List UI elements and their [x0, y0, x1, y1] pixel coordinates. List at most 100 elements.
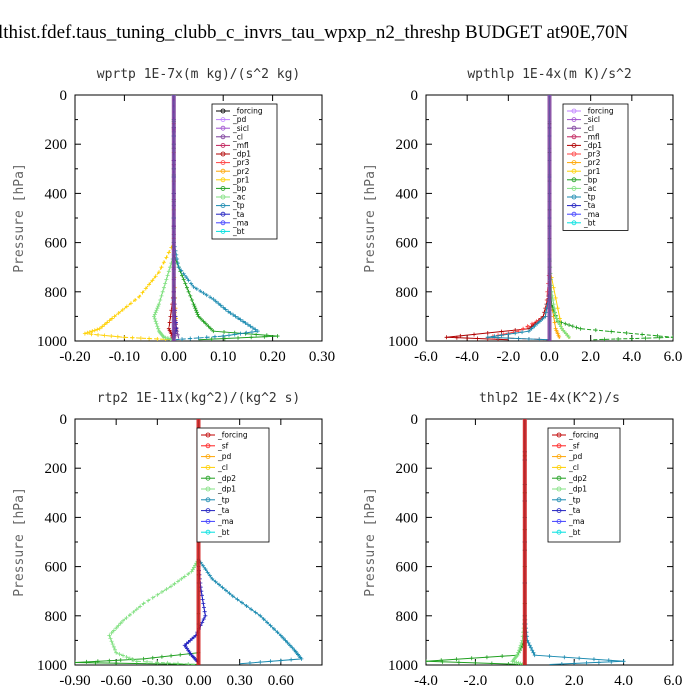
series-marker [153, 319, 158, 324]
series-marker [218, 303, 223, 308]
series-marker [211, 297, 216, 302]
series-marker [155, 660, 160, 665]
legend-label: _forcing [232, 107, 263, 116]
series-marker [205, 570, 210, 575]
series-marker [128, 301, 133, 306]
series-marker [496, 335, 501, 340]
series-marker [526, 640, 531, 645]
legend-marker [205, 475, 211, 481]
series-marker [189, 298, 194, 302]
legend: _forcing_pd_sicl_cl_mfl_dp1_pr3_pr2_pr1_… [211, 103, 278, 240]
series-marker [567, 323, 572, 328]
series-marker [165, 660, 170, 665]
series-marker [555, 318, 560, 323]
series-marker [253, 327, 258, 332]
series-marker [131, 610, 136, 615]
series-marker [134, 659, 139, 664]
series-marker [210, 576, 215, 581]
series-marker [555, 306, 560, 311]
series-marker [534, 319, 539, 324]
panel-title: wprtp 1E-7x(m kg)/(s^2 kg) [97, 67, 301, 82]
series-marker [456, 660, 461, 665]
legend: _forcing_sf _pd _cl _dp2 _dp1_tp _ta _ma _bt [547, 427, 621, 543]
series-marker [591, 657, 596, 662]
series-marker [133, 298, 138, 302]
series-marker [235, 597, 240, 602]
series-marker [529, 326, 534, 331]
series-marker [201, 563, 206, 568]
series-marker [122, 335, 127, 340]
series-marker [473, 660, 478, 665]
series-marker [189, 569, 194, 574]
series-marker [159, 265, 164, 270]
series-marker [110, 642, 115, 647]
series-marker [258, 613, 263, 618]
series-marker [236, 316, 241, 321]
series-marker [153, 310, 158, 315]
series-marker [221, 305, 226, 310]
series-marker [525, 324, 530, 329]
series-marker [176, 265, 181, 270]
y-tick-label: 600 [396, 236, 419, 252]
x-tick-label: -0.30 [142, 673, 173, 689]
legend-marker [220, 220, 226, 226]
series-marker [194, 310, 199, 315]
series-marker [89, 332, 94, 337]
series-marker [156, 270, 161, 275]
series-marker [113, 647, 118, 652]
series-marker [147, 282, 152, 287]
series-marker [566, 334, 571, 339]
series-marker [175, 261, 180, 266]
series-marker [198, 316, 203, 321]
series-marker [243, 320, 248, 325]
series-marker [117, 652, 122, 657]
series-group [444, 95, 673, 341]
legend-marker [556, 464, 562, 470]
series-marker [186, 571, 191, 576]
series-marker [194, 308, 199, 313]
series-marker [554, 316, 559, 321]
series-marker [518, 661, 523, 665]
legend-label: _pr1 [583, 167, 601, 176]
series-marker [255, 329, 260, 334]
legend-marker [556, 454, 562, 460]
series-marker [516, 336, 521, 341]
series-marker [208, 326, 213, 331]
y-tick-label: 800 [396, 609, 419, 625]
series-marker [543, 314, 548, 319]
legend-marker [571, 134, 577, 140]
legend-marker [205, 443, 211, 449]
series-marker [164, 587, 169, 592]
x-tick-label: -0.10 [109, 349, 140, 365]
series-marker [166, 269, 171, 274]
legend: _forcing_sicl_cl_mfl_dp1_pr3_pr2_pr1_bp_… [562, 103, 629, 231]
series-marker [124, 655, 129, 660]
legend-label: _pd [568, 452, 583, 461]
series-marker [602, 337, 607, 341]
series-marker [118, 621, 123, 626]
legend-marker [220, 203, 226, 209]
series-marker [217, 582, 222, 587]
series-marker [244, 603, 249, 608]
series-marker [485, 335, 490, 340]
series-marker [230, 594, 235, 599]
series-marker [606, 658, 611, 663]
series-marker [283, 638, 288, 643]
x-tick-label: 4.0 [614, 673, 633, 689]
legend-label: _sf [568, 441, 580, 450]
legend-label: _tp [583, 193, 596, 202]
series-marker [236, 335, 241, 340]
series-marker [458, 333, 463, 338]
x-tick-label: -4.0 [414, 673, 438, 689]
y-tick-label: 0 [411, 412, 419, 428]
series-marker [201, 291, 206, 296]
legend-label: _dp2 [217, 474, 236, 483]
series-marker [240, 319, 245, 324]
legend-label: _pr1 [232, 175, 250, 184]
series-marker [551, 285, 556, 290]
legend-label: _bp [583, 175, 598, 184]
series-line-dp1 [446, 95, 550, 341]
legend-marker [220, 177, 226, 183]
series-marker [152, 312, 157, 317]
legend-label: _ma [217, 517, 234, 526]
